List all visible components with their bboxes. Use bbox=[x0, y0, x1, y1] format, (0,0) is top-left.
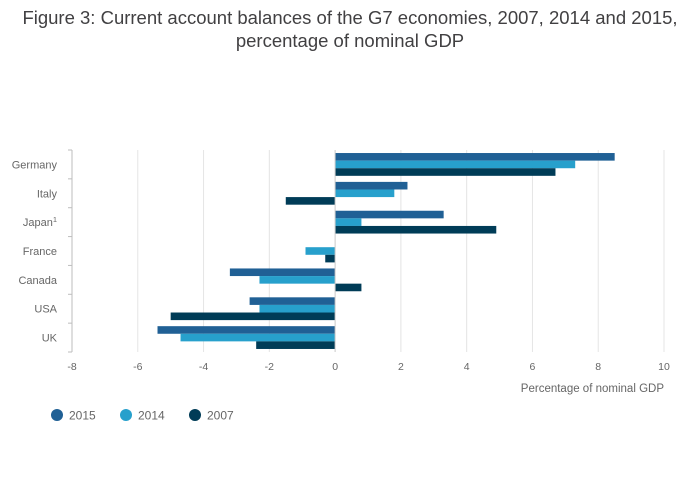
x-tick-label: -6 bbox=[133, 361, 142, 373]
bar-2014 bbox=[259, 304, 336, 313]
legend-marker-2007 bbox=[189, 409, 201, 421]
legend-label: 2015 bbox=[69, 409, 96, 423]
bar-2015 bbox=[335, 181, 408, 190]
footnote-marker: 1 bbox=[53, 215, 57, 224]
bar-2007 bbox=[335, 283, 362, 292]
bar-2014 bbox=[335, 218, 362, 226]
grid-lines bbox=[71, 150, 665, 352]
x-tick-label: 0 bbox=[332, 361, 338, 373]
bar-2015 bbox=[157, 326, 336, 334]
bar-2007 bbox=[335, 168, 556, 176]
y-category-label: France bbox=[23, 246, 57, 258]
bar-2007 bbox=[325, 254, 336, 263]
y-category-label: Japan1 bbox=[23, 215, 57, 229]
bar-2015 bbox=[229, 268, 336, 277]
legend-label: 2007 bbox=[207, 409, 234, 423]
legend-label: 2014 bbox=[138, 409, 165, 423]
bar-2014 bbox=[335, 189, 395, 198]
y-category-label: USA bbox=[34, 304, 57, 316]
bars bbox=[157, 153, 615, 349]
y-category-label: UK bbox=[42, 333, 58, 345]
bar-2007 bbox=[256, 341, 336, 349]
bar-2015 bbox=[335, 210, 444, 219]
x-tick-label: -8 bbox=[67, 361, 76, 373]
bar-2014 bbox=[259, 276, 336, 284]
legend-marker-2014 bbox=[120, 409, 132, 421]
y-category-label: Italy bbox=[37, 188, 58, 200]
bar-2014 bbox=[335, 160, 576, 169]
x-tick-label: -2 bbox=[265, 361, 274, 373]
chart-title: Figure 3: Current account balances of th… bbox=[22, 7, 678, 51]
y-category-label: Germany bbox=[12, 159, 58, 171]
bar-2014 bbox=[305, 247, 336, 255]
x-tick-label: 6 bbox=[530, 361, 536, 373]
x-tick-label: 4 bbox=[464, 361, 470, 373]
bar-2015 bbox=[335, 153, 615, 161]
axes: -8 -6 -4 -2 0 2 4 6 8 10 Germany Italy Japan1 France C… bbox=[12, 149, 670, 373]
legend-marker-2015 bbox=[51, 409, 63, 421]
bar-2014 bbox=[180, 333, 336, 342]
bar-2015 bbox=[249, 297, 336, 305]
x-tick-label: -4 bbox=[199, 361, 208, 373]
x-tick-label: 10 bbox=[658, 361, 670, 373]
bar-2007 bbox=[170, 312, 336, 321]
legend: 2015 2014 2007 bbox=[51, 409, 234, 423]
x-tick-label: 2 bbox=[398, 361, 404, 373]
y-category-label: Canada bbox=[18, 275, 57, 287]
x-tick-label: 8 bbox=[595, 361, 601, 373]
x-axis-title: Percentage of nominal GDP bbox=[521, 383, 665, 395]
bar-2007 bbox=[335, 225, 497, 234]
bar-2007 bbox=[285, 197, 336, 205]
